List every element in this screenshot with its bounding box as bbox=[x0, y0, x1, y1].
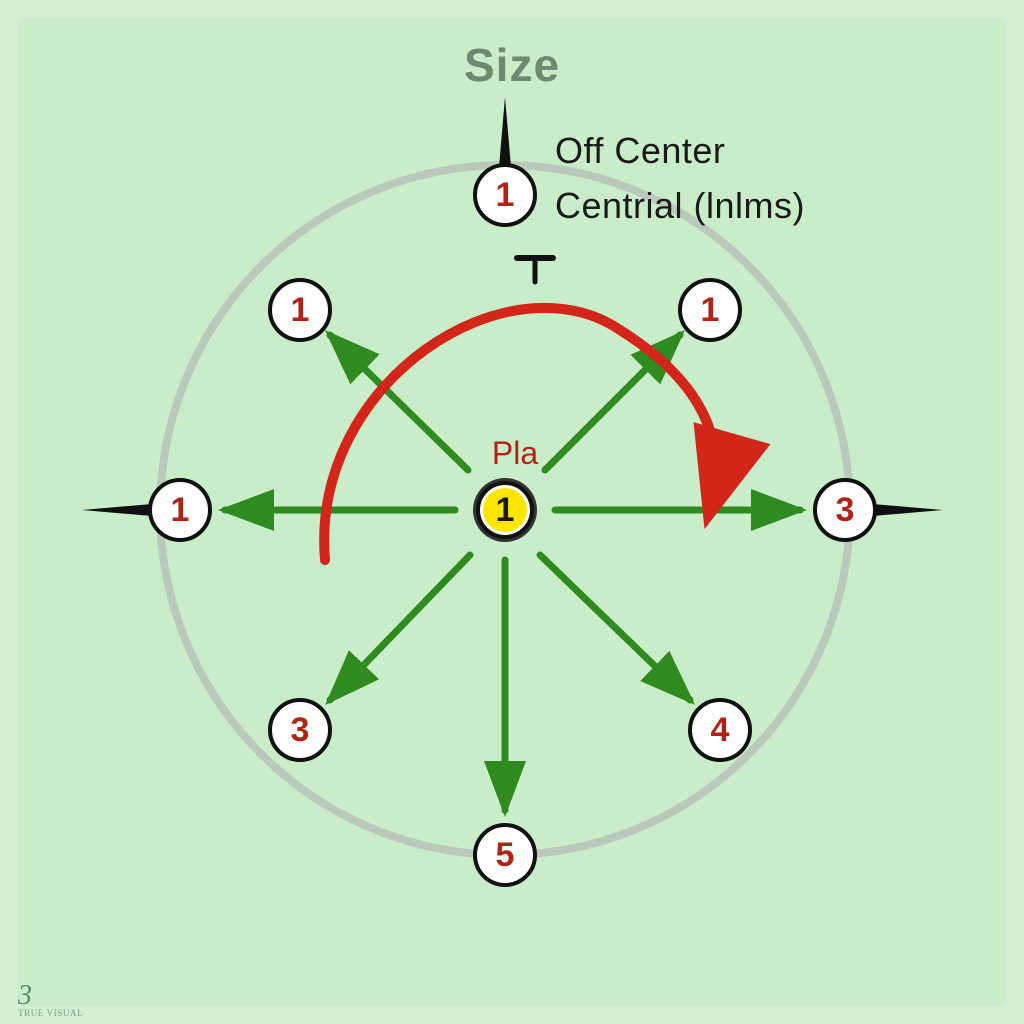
node-label: 3 bbox=[836, 491, 855, 530]
node-n_se: 4 bbox=[688, 698, 752, 762]
node-label: 5 bbox=[496, 836, 515, 875]
node-n_ne: 1 bbox=[678, 278, 742, 342]
label-centrial: Centrial (lnlms) bbox=[555, 185, 805, 227]
node-label: 1 bbox=[171, 491, 190, 530]
node-label: 1 bbox=[291, 291, 310, 330]
node-n_s: 5 bbox=[473, 823, 537, 887]
node-label: 1 bbox=[701, 291, 720, 330]
watermark-text: TRUE VISUAL bbox=[18, 1008, 83, 1018]
node-n_top: 1 bbox=[473, 163, 537, 227]
title-size: Size bbox=[464, 38, 560, 92]
node-n_nw: 1 bbox=[268, 278, 332, 342]
node-n_e: 3 bbox=[813, 478, 877, 542]
label-off-center: Off Center bbox=[555, 130, 725, 172]
node-label: 1 bbox=[496, 491, 515, 530]
node-n_sw: 3 bbox=[268, 698, 332, 762]
node-label: 4 bbox=[711, 711, 730, 750]
node-label: 3 bbox=[291, 711, 310, 750]
node-n_w: 1 bbox=[148, 478, 212, 542]
label-pla: Pla bbox=[492, 435, 538, 472]
watermark: 3 TRUE VISUAL bbox=[18, 980, 83, 1018]
watermark-symbol: 3 bbox=[18, 980, 32, 1011]
node-label: 1 bbox=[496, 176, 515, 215]
node-n_c: 1 bbox=[476, 481, 534, 539]
